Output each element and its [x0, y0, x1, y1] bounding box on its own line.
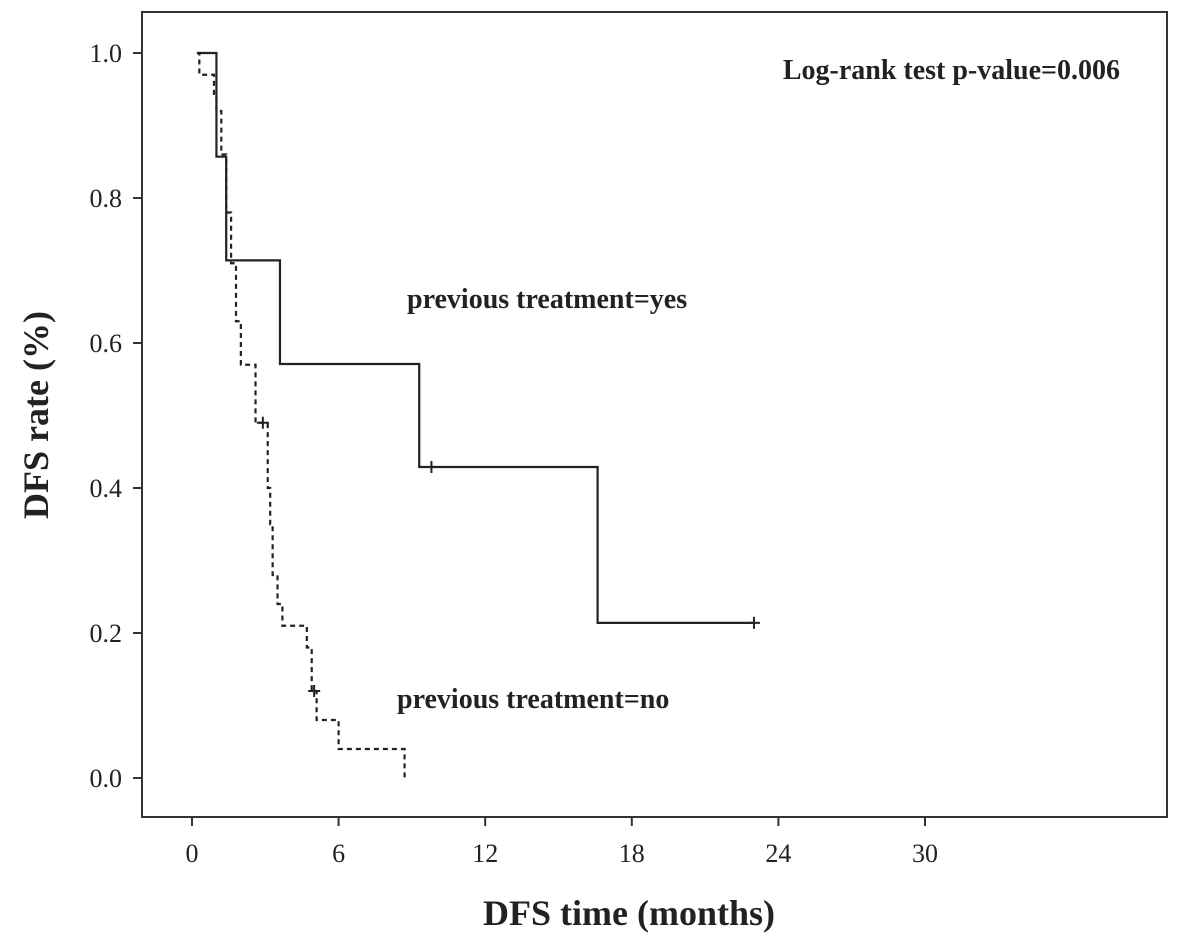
- y-tick-label-2: 0.4: [90, 474, 123, 503]
- x-tick-label-4: 24: [765, 839, 791, 868]
- labels: Log-rank test p-value=0.006 previous tre…: [16, 55, 1120, 933]
- y-tick-label-1: 0.2: [90, 619, 123, 648]
- censor-mark-yes-1: [747, 616, 760, 629]
- p-value-annotation: Log-rank test p-value=0.006: [783, 55, 1120, 86]
- censor-mark-no-0: [256, 416, 269, 429]
- x-tick-label-5: 30: [912, 839, 938, 868]
- y-tick-label-0: 0.0: [90, 764, 123, 793]
- curves: [196, 51, 760, 778]
- x-tick-label-1: 6: [332, 839, 345, 868]
- y-axis-title: DFS rate (%): [16, 311, 56, 519]
- censor-mark-yes-0: [425, 460, 438, 473]
- series-label-no: previous treatment=no: [397, 684, 669, 715]
- x-axis-title: DFS time (months): [483, 893, 775, 933]
- y-tick-label-4: 0.8: [90, 184, 123, 213]
- series-line-yes: [196, 51, 754, 624]
- x-tick-label-3: 18: [619, 839, 645, 868]
- series-line-no: [196, 51, 406, 778]
- censor-mark-no-1: [308, 685, 321, 697]
- y-tick-label-5: 1.0: [90, 39, 123, 68]
- x-tick-label-2: 12: [472, 839, 498, 868]
- axes: 0 6 12 18 24 30 0.0 0.2 0.4 0.6 0.8 1.0: [90, 39, 939, 868]
- series-label-yes: previous treatment=yes: [407, 284, 687, 315]
- y-tick-label-3: 0.6: [90, 329, 123, 358]
- x-tick-label-0: 0: [186, 839, 199, 868]
- plot-frame: [141, 11, 1168, 818]
